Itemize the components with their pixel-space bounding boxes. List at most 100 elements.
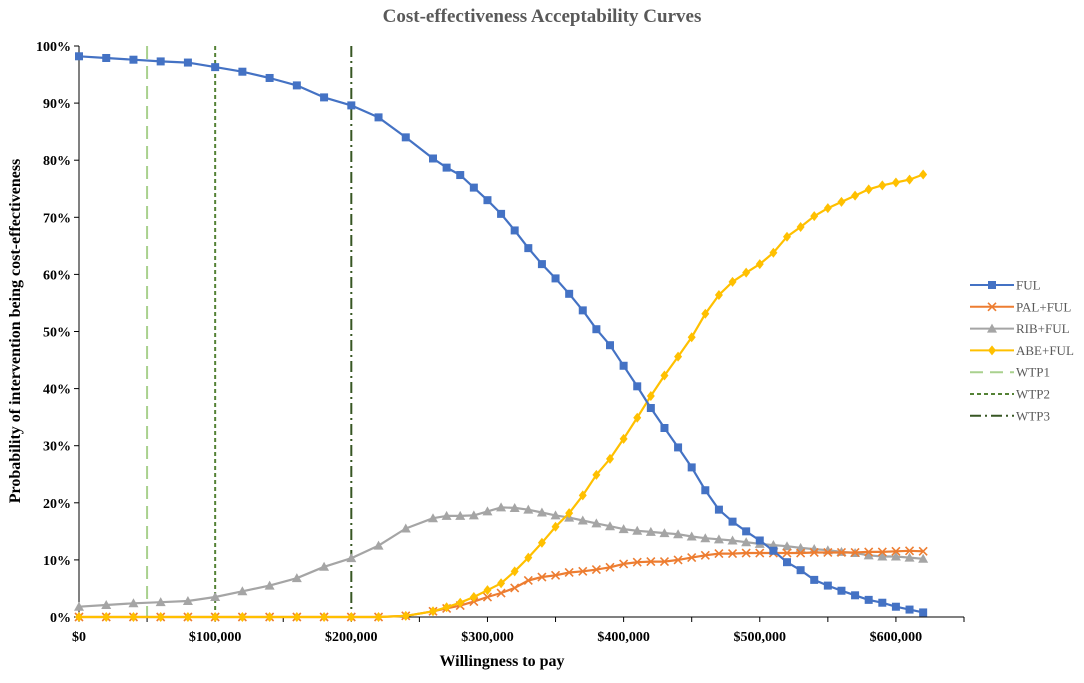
- data-point-rib-ful: [727, 535, 738, 545]
- data-point-rib-ful: [182, 596, 193, 606]
- data-point-rib-ful: [264, 580, 275, 590]
- legend-item-abe-ful: ABE+FUL: [970, 343, 1074, 358]
- data-point-rib-ful: [455, 510, 466, 520]
- data-point-pal-ful: [646, 557, 656, 567]
- data-point-rib-ful: [577, 515, 588, 525]
- data-point-ful: [619, 361, 628, 370]
- data-point-ful: [347, 101, 356, 110]
- data-point-ful: [211, 63, 220, 72]
- chart-title: Cost-effectiveness Acceptability Curves: [383, 6, 702, 27]
- data-point-ful: [292, 81, 301, 90]
- series-line-ful: [78, 55, 924, 614]
- y-tick-label: 50%: [43, 326, 71, 341]
- data-point-ful: [728, 517, 737, 526]
- data-point-abe-ful: [755, 259, 764, 270]
- data-point-abe-ful: [660, 370, 669, 381]
- data-point-ful: [510, 226, 519, 235]
- data-point-pal-ful: [482, 592, 493, 602]
- data-point-abe-ful: [292, 612, 301, 622]
- x-tick-label: $300,000: [461, 630, 514, 645]
- data-point-pal-ful: [904, 546, 915, 556]
- axes: 0% 10% 20% 30% 40% 50% 60% 70% 80% 90% 100% $0 $100,…: [36, 40, 965, 645]
- data-point-abe-ful: [442, 602, 451, 613]
- data-point-abe-ful: [551, 521, 560, 532]
- data-point-ful: [606, 341, 614, 350]
- data-point-ful: [265, 73, 274, 82]
- data-point-pal-ful: [537, 572, 547, 582]
- data-point-rib-ful: [101, 600, 112, 610]
- data-point-ful: [429, 154, 437, 163]
- data-point-ful: [660, 423, 669, 432]
- data-point-abe-ful: [537, 537, 546, 548]
- data-point-abe-ful: [810, 211, 819, 222]
- data-point-pal-ful: [591, 565, 601, 575]
- data-point-abe-ful: [823, 203, 832, 214]
- legend: FUL PAL+FUL RIB+FUL ABE+FUL WTP1 WTP2 WTP3: [970, 278, 1074, 423]
- data-point-abe-ful: [129, 612, 138, 622]
- legend-label-abe-ful: ABE+FUL: [1016, 343, 1074, 358]
- data-point-pal-ful: [673, 555, 683, 565]
- data-point-abe-ful: [565, 508, 574, 519]
- legend-label-ful: FUL: [1016, 278, 1041, 293]
- data-point-rib-ful: [523, 504, 534, 514]
- data-point-ful: [578, 306, 587, 315]
- data-point-ful: [592, 325, 601, 334]
- data-point-abe-ful: [919, 169, 928, 180]
- legend-item-rib-ful: RIB+FUL: [970, 321, 1070, 336]
- data-point-rib-ful: [904, 552, 915, 562]
- data-point-rib-ful: [645, 526, 656, 536]
- data-point-ful: [701, 486, 710, 495]
- data-point-abe-ful: [742, 267, 751, 278]
- data-point-rib-ful: [346, 553, 357, 563]
- series-layer: [74, 52, 929, 622]
- data-point-ful: [442, 163, 451, 172]
- data-point-ful: [524, 244, 533, 253]
- data-point-ful: [796, 566, 805, 575]
- data-point-ful: [75, 52, 83, 61]
- data-point-ful: [674, 443, 683, 452]
- legend-item-wtp1: WTP1: [970, 365, 1050, 380]
- data-point-pal-ful: [510, 583, 520, 593]
- data-point-ful: [851, 591, 860, 600]
- data-point-ful: [456, 171, 465, 180]
- data-point-ful: [401, 133, 410, 142]
- y-tick-label: 20%: [43, 497, 71, 512]
- data-point-ful: [183, 58, 192, 67]
- data-point-abe-ful: [633, 412, 642, 423]
- y-tick-label: 60%: [43, 268, 71, 283]
- data-point-abe-ful: [429, 606, 437, 617]
- data-point-pal-ful: [836, 547, 847, 558]
- data-point-abe-ful: [238, 612, 247, 622]
- data-point-abe-ful: [497, 578, 506, 589]
- data-point-ful: [837, 586, 846, 595]
- data-point-rib-ful: [400, 523, 411, 533]
- data-point-ful: [687, 463, 696, 472]
- data-point-rib-ful: [291, 573, 302, 583]
- data-point-pal-ful: [796, 548, 806, 558]
- data-point-ful: [497, 209, 506, 218]
- x-tick-label: $200,000: [325, 630, 378, 645]
- y-axis-title: Probability of intervention being cost-e…: [7, 159, 24, 504]
- data-point-rib-ful: [482, 506, 493, 516]
- data-point-rib-ful: [918, 553, 929, 563]
- data-point-rib-ful: [686, 531, 697, 541]
- data-point-rib-ful: [536, 507, 547, 517]
- y-tick-label: 80%: [43, 154, 71, 169]
- data-point-rib-ful: [890, 551, 901, 561]
- data-point-ful: [565, 289, 574, 298]
- data-point-ful: [633, 382, 642, 391]
- data-point-abe-ful: [878, 180, 887, 191]
- data-point-rib-ful: [673, 529, 684, 539]
- data-point-rib-ful: [210, 592, 221, 602]
- data-point-pal-ful: [619, 559, 629, 569]
- legend-label-wtp1: WTP1: [1016, 365, 1050, 380]
- data-point-ful: [129, 55, 138, 64]
- data-point-pal-ful: [523, 575, 533, 586]
- data-point-ful: [769, 546, 778, 555]
- data-point-abe-ful: [891, 177, 900, 188]
- data-point-abe-ful: [524, 552, 533, 563]
- legend-marker-pal-ful: [987, 302, 997, 312]
- data-point-pal-ful: [741, 548, 751, 558]
- data-point-abe-ful: [619, 433, 628, 444]
